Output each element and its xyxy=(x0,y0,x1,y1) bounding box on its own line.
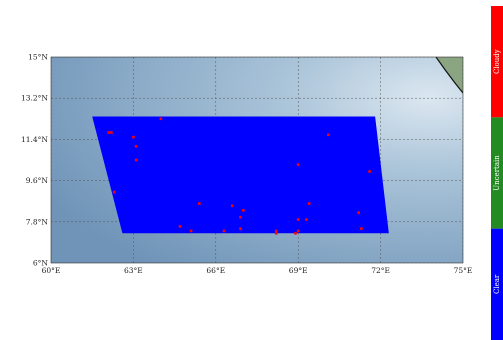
cloudy-point xyxy=(357,211,360,214)
cloudy-point xyxy=(239,227,242,230)
cloudy-point xyxy=(305,218,308,221)
cloudy-point xyxy=(134,144,138,148)
legend-swatch-uncertain xyxy=(491,117,503,229)
x-tick-label: 63°E xyxy=(124,266,143,275)
legend-label-uncertain: Uncertain xyxy=(493,155,501,191)
cloudy-point xyxy=(294,231,297,235)
cloudy-point xyxy=(178,225,182,228)
y-tick-label: 11.4°N xyxy=(21,135,48,144)
cloudy-point xyxy=(107,131,110,134)
cloudy-point xyxy=(274,229,278,233)
cloudy-point xyxy=(274,231,278,235)
cloudy-point xyxy=(296,218,300,221)
legend-swatch-clear xyxy=(491,228,503,340)
y-tick-label: 6°N xyxy=(33,259,49,268)
x-tick-label: 66°E xyxy=(206,266,225,275)
y-tick-label: 7.8°N xyxy=(26,217,49,226)
legend-colorbar: Cloudy Uncertain Clear xyxy=(491,6,503,340)
cloudy-point xyxy=(132,135,135,139)
x-tick-label: 75°E xyxy=(454,266,473,275)
x-tick-label: 69°E xyxy=(289,266,308,275)
y-tick-label: 15°N xyxy=(28,53,48,62)
x-tick-labels: 60°E 63°E 66°E 69°E 72°E 75°E xyxy=(42,266,473,275)
coastline xyxy=(435,57,463,94)
cloudy-point xyxy=(230,204,234,208)
cloudy-point xyxy=(327,133,330,137)
cloudy-point xyxy=(198,202,201,205)
cloudy-point xyxy=(112,190,116,194)
clear-swath xyxy=(92,116,389,234)
cloudy-point xyxy=(222,229,226,233)
legend-label-clear: Clear xyxy=(493,274,501,294)
cloudy-point xyxy=(110,131,113,134)
legend-label-cloudy: Cloudy xyxy=(493,49,501,74)
y-tick-label: 9.6°N xyxy=(26,176,49,185)
map-frame xyxy=(50,56,464,264)
cloudy-point xyxy=(296,163,300,166)
cloudy-point xyxy=(134,158,138,162)
cloudy-point xyxy=(307,202,311,205)
cloudy-point xyxy=(159,117,163,121)
x-tick-label: 60°E xyxy=(42,266,61,275)
cloudy-point xyxy=(239,215,242,219)
cloudy-point xyxy=(241,209,245,212)
y-tick-label: 13.2°N xyxy=(21,94,48,103)
cloudy-point xyxy=(189,229,193,233)
cloudy-point xyxy=(368,170,371,173)
x-tick-label: 72°E xyxy=(371,266,390,275)
cloudy-point xyxy=(296,229,300,233)
legend-swatch-cloudy xyxy=(491,6,503,118)
cloudy-points xyxy=(107,117,371,235)
y-tick-labels: 15°N 13.2°N 11.4°N 9.6°N 7.8°N 6°N xyxy=(21,53,48,268)
cloudy-point xyxy=(360,227,363,230)
